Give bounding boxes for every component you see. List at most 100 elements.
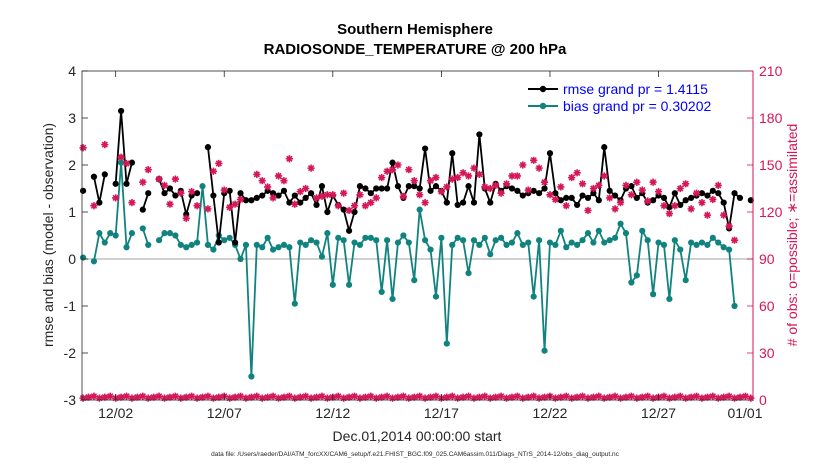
obs-possible-marker [144, 166, 152, 174]
obs-assimilated-marker [318, 392, 326, 400]
bias-point [498, 234, 505, 241]
obs-assimilated-marker [497, 392, 505, 400]
bias-point [79, 254, 87, 261]
obs-possible-marker [220, 186, 228, 194]
obs-possible-marker [557, 183, 565, 191]
y-right-tick-label: 180 [759, 110, 783, 126]
obs-assimilated-marker [747, 394, 755, 402]
y-right-tick-label: 150 [759, 157, 783, 173]
bias-point [307, 237, 315, 244]
obs-assimilated-marker [367, 392, 375, 400]
rmse-point [340, 206, 347, 213]
rmse-point [351, 208, 358, 216]
obs-assimilated-marker [606, 393, 614, 401]
rmse-point [356, 183, 364, 190]
bias-point [324, 230, 331, 237]
rmse-point [584, 194, 592, 201]
obs-assimilated-marker [133, 393, 141, 401]
obs-possible-marker [562, 202, 570, 210]
obs-possible-marker [660, 202, 668, 210]
rmse-point [601, 144, 608, 151]
obs-possible-marker [285, 155, 293, 163]
obs-assimilated-marker [660, 392, 668, 400]
obs-possible-marker [448, 175, 456, 183]
obs-assimilated-marker [323, 394, 331, 402]
obs-possible-marker [589, 184, 597, 193]
y-left-tick-label: 2 [68, 157, 76, 173]
obs-assimilated-marker [671, 393, 679, 401]
bias-point [525, 239, 532, 246]
rmse-point [166, 185, 174, 192]
bias-point [204, 241, 212, 248]
bias-point [101, 239, 108, 246]
rmse-point [519, 192, 526, 199]
obs-possible-marker [340, 189, 348, 197]
rmse-point [161, 190, 168, 197]
obs-assimilated-marker [443, 393, 451, 401]
obs-possible-marker [654, 188, 663, 196]
rmse-point [660, 194, 668, 201]
obs-assimilated-marker [562, 392, 570, 400]
bias-point [552, 241, 559, 248]
obs-assimilated-marker [280, 393, 288, 401]
obs-assimilated-marker [285, 392, 293, 400]
bias-point [177, 241, 184, 248]
rmse-point [145, 190, 152, 197]
obs-possible-marker [459, 169, 467, 177]
obs-possible-marker [296, 188, 304, 196]
obs-assimilated-marker [209, 394, 217, 402]
obs-assimilated-marker [692, 392, 701, 400]
obs-assimilated-marker [242, 394, 250, 402]
obs-possible-marker [307, 164, 315, 172]
obs-possible-marker [671, 202, 679, 210]
bias-point [291, 300, 298, 307]
bias-point [693, 241, 700, 248]
bias-point [481, 234, 488, 241]
rmse-point [579, 192, 586, 199]
bias-point [590, 239, 597, 246]
obs-assimilated-marker [231, 393, 239, 401]
obs-assimilated-marker [101, 393, 109, 401]
obs-assimilated-marker [486, 394, 494, 402]
obs-possible-marker [508, 172, 516, 180]
obs-assimilated-marker [296, 393, 304, 401]
obs-assimilated-marker [557, 393, 565, 401]
obs-assimilated-marker [502, 394, 511, 402]
obs-possible-marker [709, 195, 717, 204]
obs-possible-marker [682, 180, 690, 188]
obs-possible-marker [318, 192, 326, 200]
obs-possible-marker [725, 222, 733, 230]
rmse-point [704, 192, 711, 199]
bias-point [612, 234, 619, 241]
rmse-point [709, 187, 716, 194]
bias-point [427, 246, 434, 253]
rmse-point [563, 194, 570, 201]
rmse-point [318, 183, 326, 190]
obs-assimilated-marker [90, 392, 98, 400]
legend-rmse-label: rmse grand pr = 1.4115 [563, 81, 708, 97]
bias-point [579, 237, 586, 244]
chart-title-line2: RADIOSONDE_TEMPERATURE @ 200 hPa [263, 41, 567, 58]
bias-point [297, 239, 304, 246]
obs-assimilated-marker [508, 393, 516, 401]
x-axis: 12/02 12/07 12/12 12/17 12/22 12/27 01/01 [98, 71, 763, 421]
x-axis-label: Dec.01,2014 00:00:00 start [333, 428, 502, 444]
obs-possible-marker [627, 191, 635, 199]
obs-possible-marker [90, 202, 98, 210]
obs-possible-marker [464, 172, 473, 180]
rmse-point [731, 190, 738, 197]
bias-point [487, 251, 494, 258]
obs-assimilated-marker [350, 392, 359, 400]
obs-possible-marker [616, 199, 625, 207]
bias-point [286, 244, 293, 251]
obs-possible-marker [426, 177, 435, 185]
rmse-point [259, 192, 266, 199]
obs-assimilated-marker [182, 393, 190, 401]
obs-assimilated-marker [616, 394, 625, 402]
rmse-point [546, 150, 554, 157]
obs-possible-marker [584, 206, 592, 215]
obs-assimilated-marker [551, 394, 559, 402]
rmse-line-segment [207, 134, 741, 243]
obs-assimilated-marker [432, 392, 440, 400]
obs-possible-marker [600, 172, 608, 180]
